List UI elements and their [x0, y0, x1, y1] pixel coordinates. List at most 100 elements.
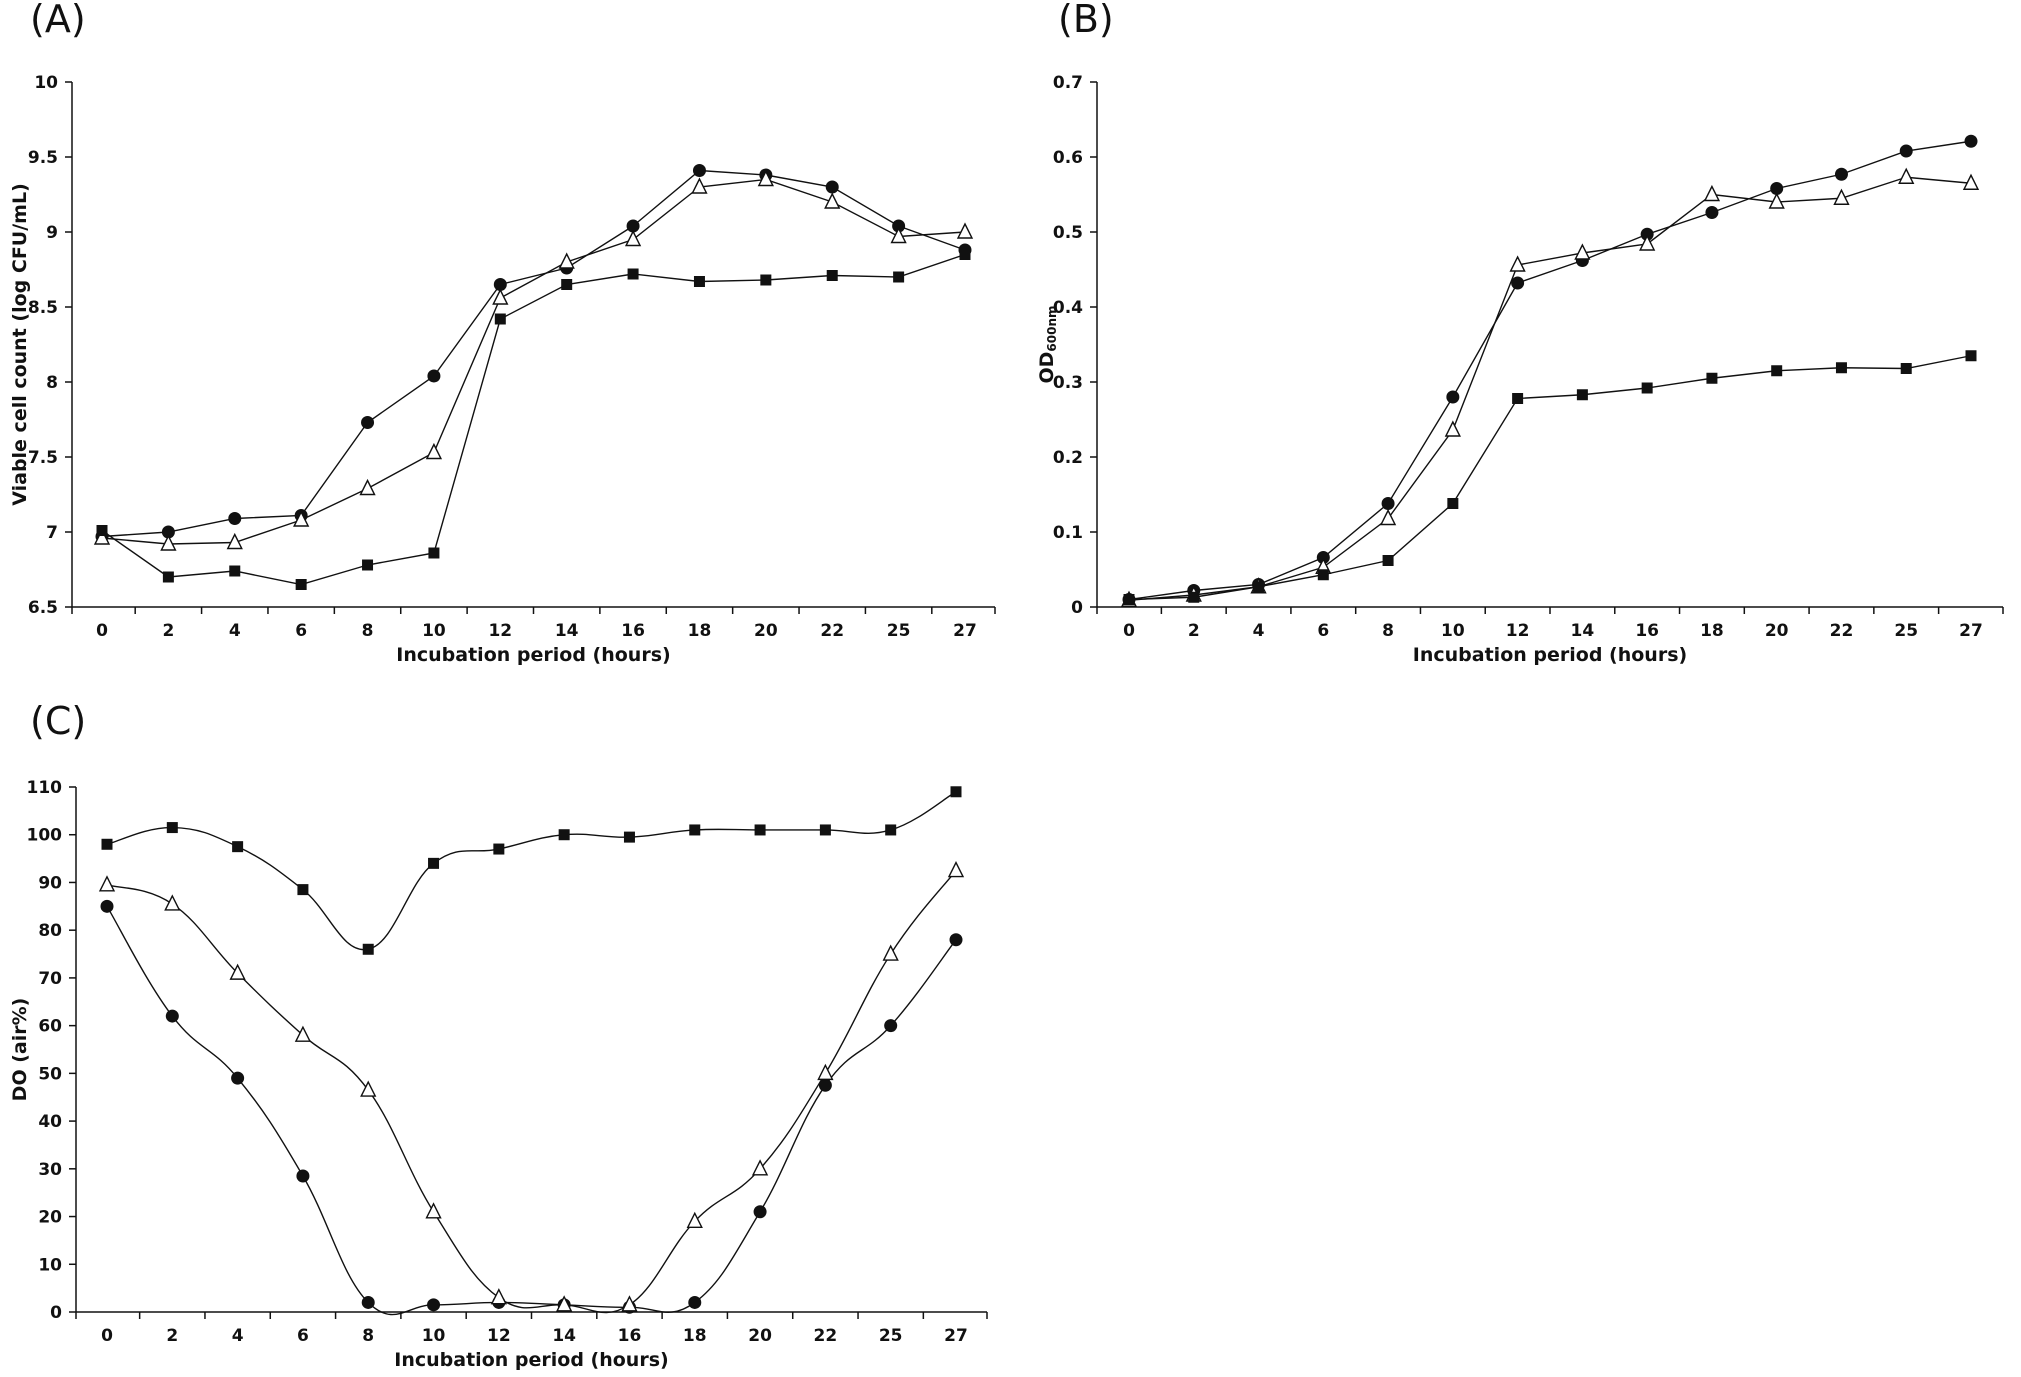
data-point-a-square: [561, 279, 573, 290]
y-tick-label-a: 8.5: [28, 298, 58, 318]
data-point-a-open-triangle: [359, 478, 376, 496]
data-point-a-square: [760, 274, 772, 286]
x-tick-label-a: 12: [488, 621, 512, 641]
y-tick-label-c: 70: [38, 969, 62, 989]
data-point-b-square: [1641, 382, 1653, 394]
data-point-c-open-triangle: [947, 860, 965, 878]
y-axis-title-b: OD600nm: [1036, 305, 1059, 383]
data-point-c-circle: [100, 899, 114, 913]
data-point-c-circle: [688, 1295, 702, 1309]
x-tick-label-a: 14: [555, 621, 579, 641]
x-tick-label-b: 6: [1317, 621, 1329, 641]
data-point-a-open-triangle: [956, 222, 974, 239]
data-point-b-circle: [1964, 134, 1978, 148]
data-point-c-square: [754, 824, 766, 836]
data-point-b-square: [1512, 393, 1524, 404]
data-point-b-open-triangle: [1833, 188, 1850, 205]
data-point-c-square: [297, 884, 309, 896]
panel-label-a: (A): [30, 0, 86, 41]
x-tick-label-a: 27: [953, 621, 977, 641]
data-point-c-open-triangle: [556, 1295, 573, 1312]
y-axis-title-a: Viable cell count (log CFU/mL): [9, 183, 31, 506]
data-point-c-open-triangle: [360, 1080, 377, 1097]
x-tick-label-b: 12: [1506, 621, 1530, 641]
panel-label-b: (B): [1058, 0, 1114, 41]
x-tick-label-a: 25: [887, 621, 911, 641]
y-tick-label-b: 0.3: [1053, 373, 1083, 393]
x-tick-label-b: 18: [1700, 621, 1724, 641]
data-point-b-square: [1900, 363, 1912, 374]
y-tick-label-b: 0: [1071, 598, 1083, 618]
data-point-a-circle: [493, 278, 507, 291]
data-point-c-square: [101, 838, 113, 850]
series-line-b-open-triangle: [1128, 176, 1972, 601]
x-tick-label-c: 10: [422, 1326, 446, 1346]
x-tick-label-b: 8: [1382, 621, 1394, 641]
x-tick-label-a: 2: [162, 621, 174, 641]
y-tick-label-c: 20: [38, 1208, 62, 1228]
data-point-b-open-triangle: [1962, 173, 1980, 190]
data-point-a-square: [627, 268, 639, 280]
x-tick-label-a: 16: [621, 621, 645, 641]
x-axis-title-c: Incubation period (hours): [394, 1349, 668, 1371]
data-point-b-open-triangle: [1509, 255, 1526, 272]
x-tick-label-c: 4: [232, 1326, 244, 1346]
x-tick-label-c: 16: [618, 1326, 642, 1346]
data-point-b-square: [1188, 591, 1200, 603]
x-tick-label-c: 25: [879, 1326, 903, 1346]
y-tick-label-a: 6.5: [28, 598, 58, 618]
data-point-c-square: [362, 943, 374, 955]
data-point-b-circle: [1834, 167, 1848, 181]
data-point-c-square: [819, 824, 831, 836]
data-point-b-circle: [1381, 497, 1395, 510]
series-line-a-open-triangle: [101, 178, 966, 545]
x-tick-label-a: 8: [362, 621, 374, 641]
series-line-b-circle: [1128, 140, 1972, 601]
series-line-c-circle: [106, 905, 957, 1316]
data-point-c-square: [166, 822, 178, 834]
y-tick-label-b: 0.6: [1053, 148, 1083, 168]
data-point-a-square: [826, 270, 838, 281]
x-tick-label-c: 8: [362, 1326, 374, 1346]
data-point-a-circle: [692, 164, 706, 177]
data-point-c-circle: [884, 1019, 898, 1033]
data-point-c-square: [558, 829, 570, 841]
data-point-b-open-triangle: [1898, 167, 1915, 184]
x-tick-label-a: 22: [820, 621, 844, 641]
y-tick-label-c: 80: [38, 921, 62, 941]
x-tick-label-c: 27: [944, 1326, 968, 1346]
y-tick-label-c: 40: [38, 1112, 62, 1132]
data-point-c-open-triangle: [229, 963, 246, 980]
data-point-b-square: [1253, 581, 1265, 593]
data-point-a-square: [893, 271, 905, 283]
data-point-c-square: [623, 831, 635, 843]
data-point-a-circle: [825, 180, 839, 194]
series-line-a-square: [101, 253, 966, 586]
panel-a: (A) Viable cell count (log CFU/mL) Incub…: [9, 0, 996, 666]
data-point-a-open-triangle: [226, 532, 243, 550]
data-point-b-square: [1123, 594, 1135, 605]
data-point-a-square: [428, 547, 440, 559]
data-point-a-square: [362, 559, 374, 571]
x-tick-label-b: 4: [1253, 621, 1265, 641]
y-tick-label-b: 0.5: [1053, 223, 1083, 243]
data-point-a-square: [295, 579, 307, 590]
x-tick-label-c: 14: [552, 1326, 576, 1346]
y-tick-label-c: 100: [27, 826, 63, 846]
y-tick-label-a: 9.5: [28, 148, 58, 168]
x-tick-label-a: 10: [422, 621, 446, 641]
data-point-b-square: [1382, 555, 1394, 566]
data-point-b-open-triangle: [1768, 192, 1785, 209]
data-point-a-square: [229, 565, 241, 577]
x-tick-label-c: 18: [683, 1326, 707, 1346]
data-point-b-circle: [1446, 390, 1460, 404]
y-tick-label-a: 7.5: [28, 448, 58, 468]
x-tick-label-c: 6: [297, 1326, 309, 1346]
data-point-b-circle: [1316, 551, 1330, 564]
data-point-a-open-triangle: [492, 288, 509, 305]
y-tick-label-a: 9: [46, 223, 58, 243]
data-point-a-open-triangle: [558, 252, 575, 269]
data-point-c-open-triangle: [425, 1202, 442, 1219]
x-tick-label-a: 18: [688, 621, 712, 641]
data-point-a-open-triangle: [293, 510, 310, 527]
